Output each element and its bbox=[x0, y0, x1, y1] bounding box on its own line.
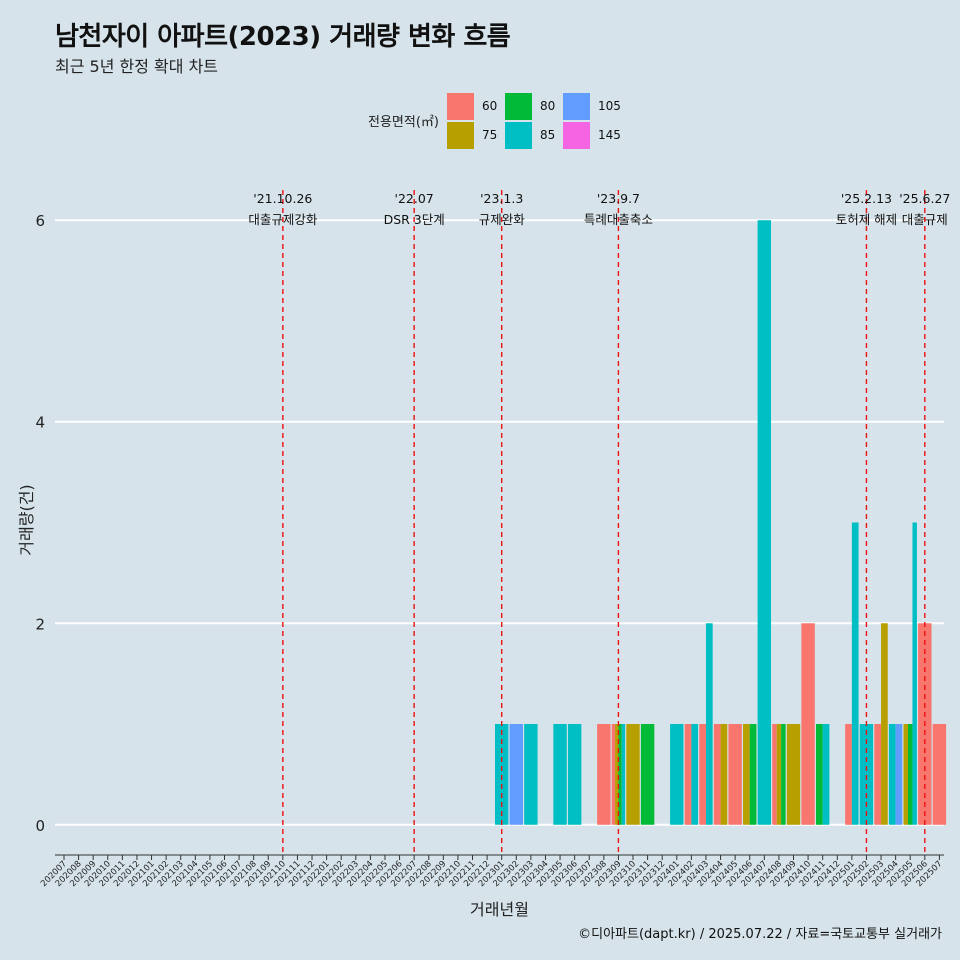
legend-label-80: 80 bbox=[539, 99, 556, 113]
legend-item-60: 60 bbox=[446, 92, 505, 120]
bar bbox=[851, 522, 859, 825]
bar bbox=[815, 724, 823, 825]
event-date: '25.6.27 bbox=[899, 191, 950, 206]
event-date: '25.2.13 bbox=[841, 191, 892, 206]
event-label: 대출규제강화 bbox=[248, 212, 318, 227]
legend-key-80 bbox=[504, 92, 532, 120]
bar bbox=[509, 724, 524, 825]
bar bbox=[907, 724, 913, 825]
bar bbox=[903, 724, 908, 825]
legend-key-60 bbox=[446, 92, 474, 120]
legend-item-145: 145 bbox=[562, 121, 621, 149]
bar bbox=[494, 724, 509, 825]
bar bbox=[822, 724, 830, 825]
bar bbox=[713, 724, 721, 825]
bar bbox=[772, 724, 777, 825]
legend-label-60: 60 bbox=[481, 99, 498, 113]
bar bbox=[912, 522, 917, 825]
bar bbox=[845, 724, 852, 825]
y-tick-label: 0 bbox=[35, 817, 45, 835]
bar bbox=[932, 724, 947, 825]
legend-grid: 60 75 80 85 105 145 bbox=[446, 92, 621, 149]
bar bbox=[699, 724, 706, 825]
bar bbox=[874, 724, 882, 825]
bar bbox=[670, 724, 684, 825]
bar bbox=[881, 623, 888, 825]
legend-label-105: 105 bbox=[597, 99, 621, 113]
event-date: '23.9.7 bbox=[597, 191, 640, 206]
bar bbox=[757, 220, 772, 825]
bar bbox=[626, 724, 640, 825]
legend-item-75: 75 bbox=[446, 121, 505, 149]
legend-key-105 bbox=[562, 92, 590, 120]
source-caption: ©디아파트(dapt.kr) / 2025.07.22 / 자료=국토교통부 실… bbox=[578, 927, 942, 942]
bar bbox=[888, 724, 896, 825]
legend-label-145: 145 bbox=[597, 128, 621, 142]
legend-label-75: 75 bbox=[481, 128, 498, 142]
y-tick-label: 6 bbox=[35, 212, 45, 230]
bar bbox=[684, 724, 692, 825]
y-axis-title: 거래량(건) bbox=[17, 484, 36, 555]
legend-key-75 bbox=[446, 121, 474, 149]
chart-title: 남천자이 아파트(2023) 거래량 변화 흐름 bbox=[55, 22, 511, 52]
event-label: 대출규제 bbox=[902, 212, 948, 227]
event-label: 규제완화 bbox=[479, 212, 526, 227]
bar bbox=[786, 724, 801, 825]
bar bbox=[597, 724, 611, 825]
bar bbox=[743, 724, 750, 825]
bar bbox=[720, 724, 728, 825]
bar bbox=[567, 724, 582, 825]
legend-key-85 bbox=[504, 121, 532, 149]
bar bbox=[615, 724, 619, 825]
event-date: '22.07 bbox=[395, 191, 434, 206]
bar bbox=[859, 724, 874, 825]
bar bbox=[640, 724, 655, 825]
legend-item-105: 105 bbox=[562, 92, 621, 120]
bar bbox=[776, 724, 782, 825]
bar bbox=[553, 724, 567, 825]
event-label: 특례대출축소 bbox=[584, 212, 653, 227]
bar bbox=[524, 724, 538, 825]
y-tick-label: 4 bbox=[35, 414, 45, 432]
bar bbox=[611, 724, 616, 825]
y-tick-label: 2 bbox=[35, 615, 45, 633]
bar bbox=[705, 623, 713, 825]
legend-item-85: 85 bbox=[504, 121, 563, 149]
bar bbox=[618, 724, 622, 825]
event-label: DSR 3단계 bbox=[384, 212, 445, 227]
bar bbox=[728, 724, 742, 825]
event-label: 토허제 해제 bbox=[836, 212, 897, 227]
bar bbox=[621, 724, 626, 825]
bar bbox=[801, 623, 815, 825]
bar bbox=[749, 724, 757, 825]
bar bbox=[895, 724, 903, 825]
legend-key-145 bbox=[562, 121, 590, 149]
event-date: '21.10.26 bbox=[253, 191, 312, 206]
legend: 전용면적(㎡) 60 75 80 85 105 145 bbox=[368, 92, 621, 149]
event-date: '23.1.3 bbox=[480, 191, 523, 206]
x-axis-title: 거래년월 bbox=[470, 900, 529, 919]
bar bbox=[691, 724, 699, 825]
legend-label-85: 85 bbox=[539, 128, 556, 142]
legend-title: 전용면적(㎡) bbox=[368, 115, 439, 130]
legend-item-80: 80 bbox=[504, 92, 563, 120]
chart-subtitle: 최근 5년 한정 확대 차트 bbox=[55, 57, 219, 76]
bar bbox=[781, 724, 786, 825]
